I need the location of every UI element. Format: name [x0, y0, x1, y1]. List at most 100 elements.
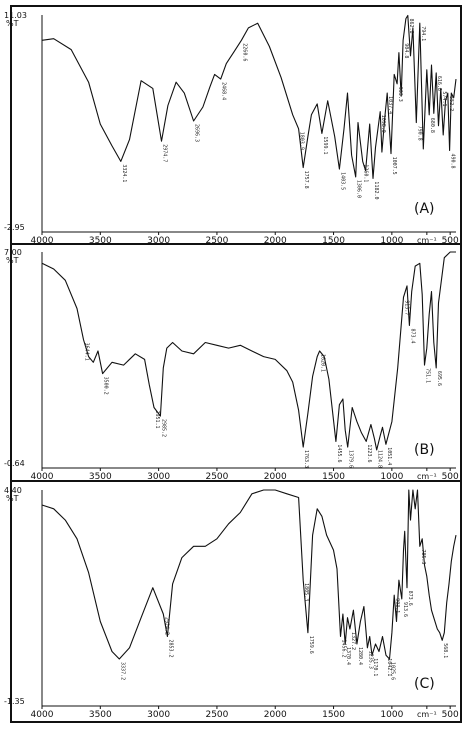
peak-label: 933.3 [397, 87, 403, 102]
x-tick-label: 500 [442, 472, 459, 482]
y-unit-label: %T [6, 494, 19, 503]
x-tick-label: 4000 [31, 236, 54, 246]
peak-label: 751.1 [425, 368, 431, 383]
peak-label: 1042.1 [386, 658, 392, 676]
x-tick-label: 3000 [147, 236, 170, 246]
peak-label: 3337.2 [119, 662, 125, 680]
peak-label: 993.1 [394, 598, 400, 613]
panel-label: (C) [414, 676, 435, 692]
x-tick-label: 3000 [147, 710, 170, 720]
peak-label: 1007.5 [391, 157, 397, 175]
x-tick-label: 1000 [380, 710, 403, 720]
peak-label: 680.8 [429, 118, 435, 133]
peak-label: 1805.3 [303, 583, 309, 601]
peak-label: 1223.6 [366, 444, 372, 462]
spectrum-panel-c: 4.40%T -1.35 4000 3500 3000 2500 2000 1500 1000 c… [4, 486, 459, 720]
peak-label: 785.3 [420, 549, 426, 564]
peak-label: 1327.2 [350, 632, 356, 650]
peak-label: 490.8 [450, 154, 456, 169]
x-tick-label: 2500 [205, 472, 228, 482]
peak-label: 3500.2 [103, 377, 109, 395]
x-tick-label: 1500 [322, 472, 345, 482]
x-tick-label: 3500 [89, 236, 112, 246]
x-tick-label: 3500 [89, 472, 112, 482]
peak-label: 568.1 [442, 643, 448, 658]
panel-divider-a-b [10, 243, 462, 245]
peak-label: 790.8 [416, 126, 422, 141]
peak-label: 2260.6 [241, 43, 247, 61]
y-max-label: 4.40 [4, 486, 22, 495]
x-tick-label: 2000 [264, 710, 287, 720]
peak-label: 1757.8 [303, 171, 309, 189]
peak-label: 1455.6 [336, 444, 342, 462]
peak-label: 1403.5 [339, 172, 345, 190]
spectrum-line [41, 489, 457, 660]
x-tick-label: 2500 [205, 710, 228, 720]
spectrum-line [41, 14, 457, 179]
peak-label: 1763.3 [303, 450, 309, 468]
y-min-label: -1.35 [4, 697, 25, 706]
peak-label: 1098.0 [380, 115, 386, 133]
y-max-label: 11.03 [4, 11, 27, 20]
peak-label: 2696.3 [194, 124, 200, 142]
x-tick-label: cm⁻¹ [417, 710, 437, 719]
peak-label: 904.8 [403, 43, 409, 58]
peak-label: 1759.6 [308, 636, 314, 654]
x-tick-label: cm⁻¹ [417, 236, 437, 245]
peak-label: 1124.8 [377, 450, 383, 468]
x-tick-label: 1000 [380, 236, 403, 246]
panel-label: (A) [414, 201, 435, 217]
peak-label: 873.6 [407, 591, 413, 606]
peak-label: 3324.1 [121, 164, 127, 182]
peak-label: 873.4 [409, 329, 415, 344]
x-tick-label: 1500 [322, 236, 345, 246]
peak-label: 574.1 [441, 91, 447, 106]
x-tick-label: 1000 [380, 472, 403, 482]
panel-divider-b-c [10, 480, 462, 482]
peak-label: 1037.4 [387, 96, 393, 114]
peak-label: 3644.1 [84, 343, 90, 361]
peak-label: 862.8 [408, 18, 414, 33]
spectrum-panel-b: 7.00%T -0.64 4000 3500 3000 2500 2000 1500 1000 c… [4, 248, 459, 482]
x-tick-label: 3500 [89, 710, 112, 720]
peak-label: 794.1 [420, 26, 426, 41]
peak-label: 616.8 [436, 76, 442, 91]
peak-label: 1025.6 [390, 662, 396, 680]
x-tick-label: 500 [442, 710, 459, 720]
peak-label: 2951.1 [154, 410, 160, 428]
x-tick-label: 2000 [264, 472, 287, 482]
x-tick-label: 1500 [322, 710, 345, 720]
peak-label: 1379.6 [348, 450, 354, 468]
peak-label: 913.7 [404, 300, 410, 315]
y-min-label: -0.64 [4, 459, 25, 468]
peak-label: 1051.4 [386, 447, 392, 465]
y-min-label: -2.95 [4, 223, 25, 232]
figure-frame [10, 5, 462, 723]
peak-label: 1170.1 [372, 658, 378, 676]
peak-label: 2924.2 [163, 617, 169, 635]
x-tick-label: 4000 [31, 472, 54, 482]
peak-label: 1306.0 [356, 180, 362, 198]
peak-label: 1260.1 [363, 164, 369, 182]
peak-label: 2974.7 [162, 144, 168, 162]
peak-label: 552.2 [448, 96, 454, 111]
x-tick-label: cm⁻¹ [417, 472, 437, 481]
peak-label: 1620.1 [320, 354, 326, 372]
panel-label: (B) [414, 442, 435, 458]
spectrum-panel-a: 11.03%T -2.95 4000 3500 3000 2500 2000 1500 1000… [4, 11, 459, 246]
spectrum-line [41, 251, 456, 451]
y-unit-label: %T [6, 19, 19, 28]
peak-label: 2468.4 [221, 82, 227, 100]
peak-label: 1599.1 [322, 136, 328, 154]
x-tick-label: 500 [442, 236, 459, 246]
y-unit-label: %T [6, 256, 19, 265]
peak-label: 1182.0 [373, 181, 379, 199]
peak-label: 1370.4 [345, 647, 351, 665]
peak-label: 1803.9 [299, 132, 305, 150]
peak-label: 1235.3 [367, 651, 373, 669]
x-tick-label: 2000 [264, 236, 287, 246]
peak-label: 913.6 [402, 602, 408, 617]
peak-label: 1280.4 [357, 647, 363, 665]
x-tick-label: 3000 [147, 472, 170, 482]
